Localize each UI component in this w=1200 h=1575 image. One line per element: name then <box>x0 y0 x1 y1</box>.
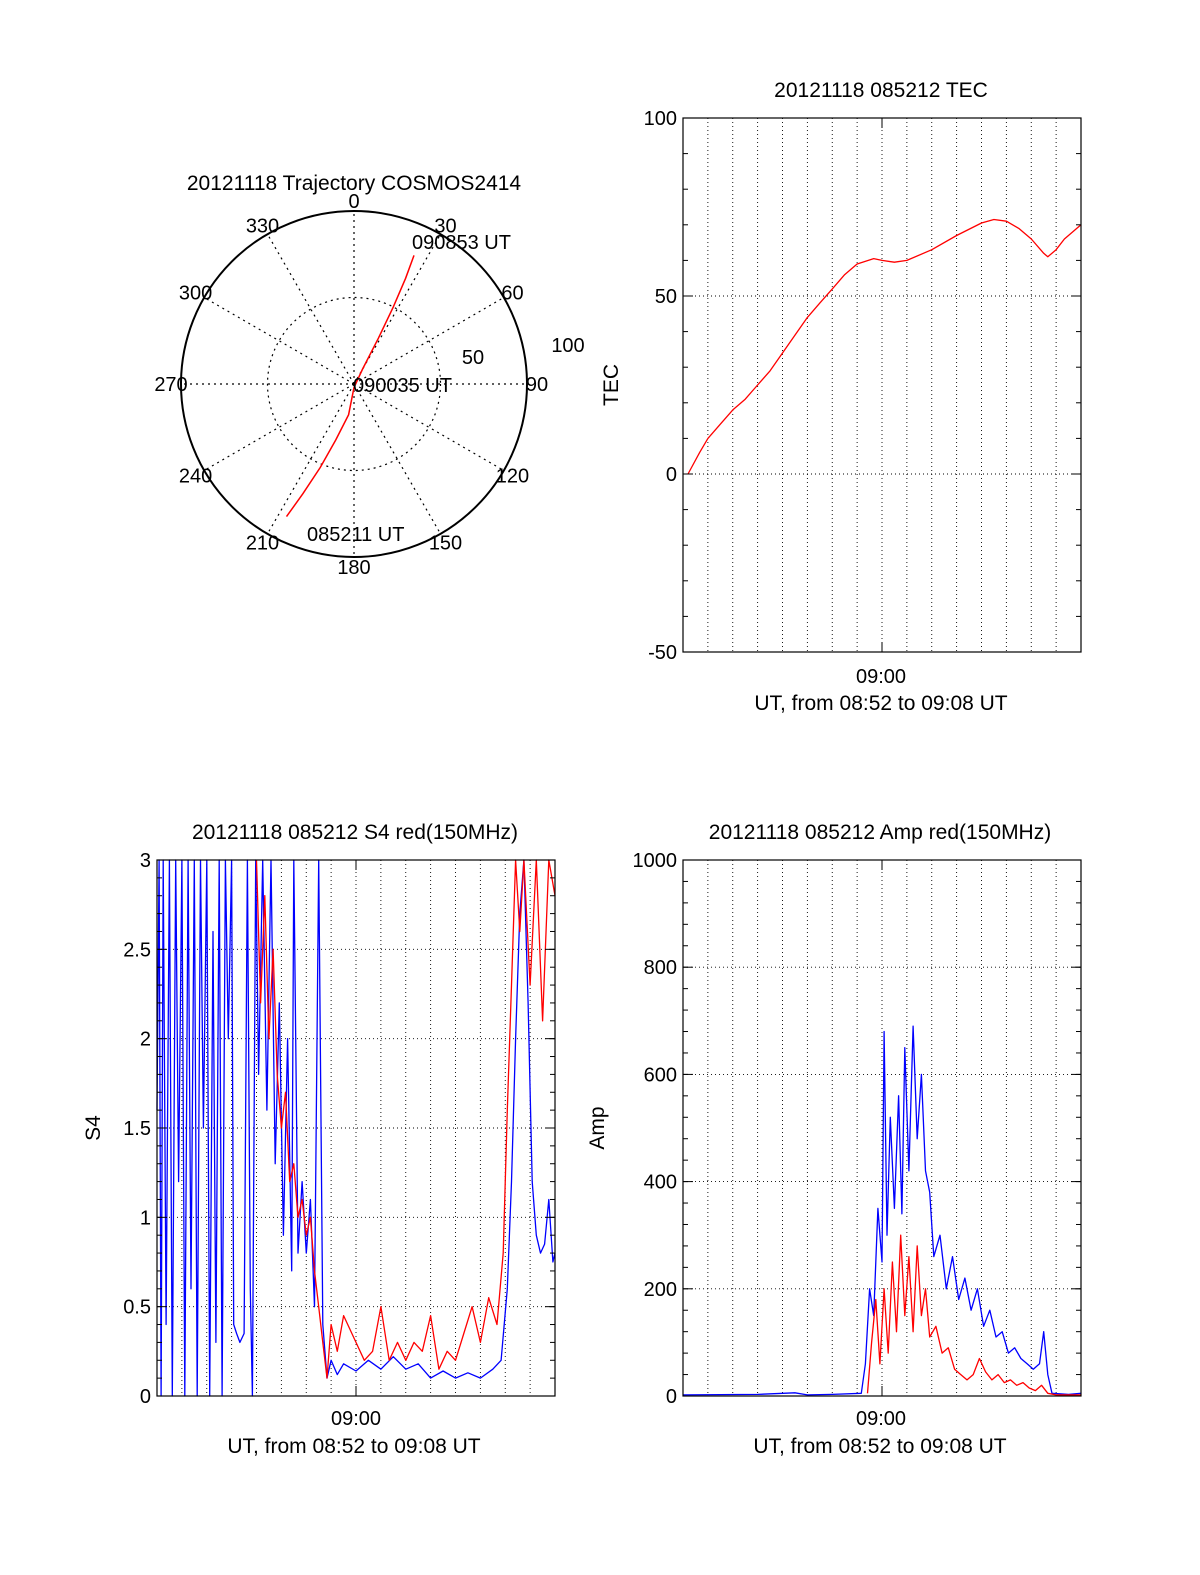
azimuth-label-60: 60 <box>501 283 523 305</box>
amp-series-line-1 <box>866 1234 1081 1396</box>
s4-xlabel: UT, from 08:52 to 09:08 UT <box>227 1435 480 1458</box>
ytick-label: 0.5 <box>123 1297 151 1319</box>
ytick-label: 1 <box>140 1207 151 1229</box>
trajectory-track <box>285 255 415 518</box>
tec-title: 20121118 085212 TEC <box>774 79 988 102</box>
tec-xtick-label: 09:00 <box>856 666 906 688</box>
azimuth-label-90: 90 <box>526 374 548 396</box>
ytick-label: -50 <box>648 642 677 664</box>
s4-series-line-1 <box>255 859 556 1379</box>
polar-spoke-300 <box>203 296 355 385</box>
azimuth-label-180: 180 <box>337 557 370 579</box>
annotation-end-time: 090853 UT <box>412 232 511 254</box>
azimuth-label-240: 240 <box>179 466 212 488</box>
tec-grid <box>683 118 1081 652</box>
amp-series <box>682 1025 1082 1396</box>
amp-chart: 20121118 085212 Amp red(150MHz) 0 200 400 6… <box>586 821 1082 1458</box>
plot-frame <box>682 117 1082 653</box>
s4-series <box>156 859 556 1397</box>
trajectory-chart: 20121118 Trajectory COSMOS2414 0 30 60 90 12… <box>154 172 584 579</box>
annotation-start-time: 085211 UT <box>307 524 404 546</box>
azimuth-label-330: 330 <box>246 216 279 238</box>
ytick-label: 1.5 <box>123 1118 151 1140</box>
tec-series <box>687 218 1082 475</box>
amp-ylabel: Amp <box>586 1106 609 1149</box>
s4-xtick-label: 09:00 <box>331 1408 381 1430</box>
azimuth-label-30: 30 <box>434 216 456 238</box>
trajectory-title: 20121118 Trajectory COSMOS2414 <box>187 172 522 195</box>
polar-spoke-240 <box>203 383 355 472</box>
polar-spoke-330 <box>266 233 355 385</box>
s4-series-line-0 <box>156 859 556 1397</box>
amp-frame <box>682 859 1082 1397</box>
azimuth-label-270: 270 <box>154 374 187 396</box>
polar-labels: 0 30 60 90 120 150 180 210 240 270 300 330 50 100 <box>154 191 584 579</box>
amp-ytick-labels: 0 200 400 600 800 1000 <box>633 850 678 1408</box>
polar-spoke-30 <box>353 233 442 385</box>
tec-chart: 20121118 085212 TEC -50 0 50 100 09:00 UT, … <box>600 79 1082 715</box>
s4-frame <box>156 859 556 1397</box>
ytick-label: 0 <box>140 1386 151 1408</box>
trajectory-line <box>285 255 415 518</box>
azimuth-label-120: 120 <box>496 466 529 488</box>
ytick-label: 50 <box>655 286 677 308</box>
ytick-label: 0 <box>666 464 677 486</box>
amp-xlabel: UT, from 08:52 to 09:08 UT <box>753 1435 1006 1458</box>
tec-ytick-labels: -50 0 50 100 <box>644 108 677 664</box>
amp-xtick-label: 09:00 <box>856 1408 906 1430</box>
s4-ylabel: S4 <box>82 1115 105 1141</box>
ytick-label: 100 <box>644 108 677 130</box>
azimuth-label-150: 150 <box>429 532 462 554</box>
polar-grid <box>180 210 528 558</box>
tec-series-line-0 <box>687 218 1082 475</box>
s4-title: 20121118 085212 S4 red(150MHz) <box>192 821 518 844</box>
tec-ylabel: TEC <box>600 364 623 406</box>
ytick-label: 600 <box>644 1064 677 1086</box>
ytick-label: 400 <box>644 1172 677 1194</box>
plot-frame <box>682 859 1082 1397</box>
tec-frame <box>682 117 1082 653</box>
radial-label-100: 100 <box>551 335 584 357</box>
polar-spoke-210 <box>266 383 355 535</box>
amp-title: 20121118 085212 Amp red(150MHz) <box>709 821 1051 844</box>
azimuth-label-210: 210 <box>246 532 279 554</box>
amp-series-line-0 <box>682 1025 1082 1396</box>
ytick-label: 0 <box>666 1386 677 1408</box>
ytick-label: 2 <box>140 1029 151 1051</box>
ytick-label: 800 <box>644 957 677 979</box>
s4-grid <box>157 860 555 1396</box>
polar-spoke-60 <box>353 296 505 385</box>
ytick-label: 2.5 <box>123 939 151 961</box>
s4-chart: 20121118 085212 S4 red(150MHz) 0 0.5 1 1.5 2… <box>82 821 556 1458</box>
annotation-mid-time: 090035 UT <box>353 375 452 397</box>
radial-label-50: 50 <box>462 347 484 369</box>
ytick-label: 200 <box>644 1279 677 1301</box>
tec-xlabel: UT, from 08:52 to 09:08 UT <box>754 692 1007 715</box>
plot-frame <box>156 859 556 1397</box>
azimuth-label-0: 0 <box>348 191 359 213</box>
azimuth-label-300: 300 <box>179 283 212 305</box>
polar-outer-circle <box>180 210 528 558</box>
polar-spoke-150 <box>353 383 442 535</box>
ytick-label: 3 <box>140 850 151 872</box>
polar-ring-50 <box>266 296 442 472</box>
ytick-label: 1000 <box>633 850 678 872</box>
polar-spoke-120 <box>353 383 505 472</box>
s4-ytick-labels: 0 0.5 1 1.5 2 2.5 3 <box>123 850 151 1408</box>
